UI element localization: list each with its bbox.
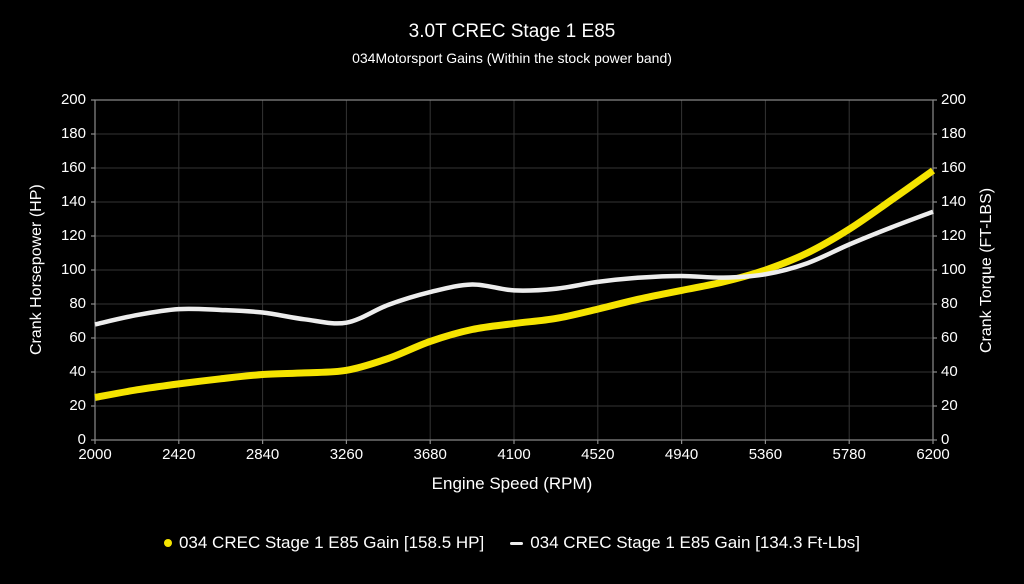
x-tick-label: 3680 — [413, 446, 447, 463]
x-tick-label: 2420 — [162, 446, 196, 463]
x-tick-label: 4100 — [497, 446, 531, 463]
y-tick-label-right: 180 — [941, 125, 967, 142]
y-tick-label-right: 120 — [941, 227, 967, 244]
y-tick-label-right: 40 — [941, 363, 958, 380]
x-tick-label: 5780 — [832, 446, 866, 463]
torque-gain-curve — [94, 209, 934, 327]
legend-label-torque: 034 CREC Stage 1 E85 Gain [134.3 Ft-Lbs] — [530, 533, 861, 552]
x-tick-label: 2000 — [78, 446, 112, 463]
hp-gain-curve — [94, 167, 936, 401]
y-axis-right-title: Crank Torque (FT-LBS) — [978, 187, 995, 353]
y-tick-label-right: 0 — [941, 431, 950, 448]
x-tick-label: 3260 — [329, 446, 364, 463]
x-tick-label: 6200 — [916, 446, 950, 463]
y-tick-label-left: 40 — [69, 363, 86, 380]
y-tick-label-left: 0 — [77, 431, 86, 448]
legend-item-torque: 034 CREC Stage 1 E85 Gain [134.3 Ft-Lbs] — [510, 533, 860, 553]
legend: 034 CREC Stage 1 E85 Gain [158.5 HP] 034… — [0, 533, 1024, 553]
y-tick-label-left: 60 — [69, 329, 86, 346]
y-tick-label-left: 80 — [69, 295, 86, 312]
chart-title: 3.0T CREC Stage 1 E85 — [408, 21, 616, 42]
y-tick-label-left: 200 — [60, 91, 86, 108]
y-tick-label-right: 140 — [941, 193, 967, 210]
legend-item-hp: 034 CREC Stage 1 E85 Gain [158.5 HP] — [163, 533, 485, 553]
legend-label-hp: 034 CREC Stage 1 E85 Gain [158.5 HP] — [178, 533, 485, 552]
y-axis-left-title: Crank Horsepower (HP) — [28, 184, 45, 356]
y-tick-label-right: 20 — [941, 397, 958, 414]
y-tick-label-right: 100 — [941, 261, 967, 278]
y-tick-label-left: 20 — [69, 397, 86, 414]
plot-area — [91, 99, 937, 444]
y-tick-label-left: 100 — [60, 261, 86, 278]
y-tick-label-right: 60 — [941, 329, 958, 346]
y-tick-label-right: 200 — [941, 91, 967, 108]
x-tick-label: 2840 — [245, 446, 280, 463]
y-tick-label-left: 120 — [60, 227, 86, 244]
x-tick-label: 4520 — [581, 446, 615, 463]
hp-series-dot-icon — [163, 539, 172, 547]
y-tick-label-left: 180 — [60, 125, 86, 142]
chart-subtitle: 034Motorsport Gains (Within the stock po… — [352, 50, 672, 66]
y-tick-label-right: 80 — [941, 295, 958, 312]
y-tick-label-left: 140 — [60, 193, 86, 210]
x-tick-label: 5360 — [748, 446, 783, 463]
torque-series-dash-icon — [510, 541, 524, 545]
x-tick-label: 4940 — [664, 446, 699, 463]
y-tick-label-right: 160 — [941, 159, 967, 176]
y-tick-label-left: 160 — [60, 159, 86, 176]
x-axis-title: Engine Speed (RPM) — [431, 474, 593, 493]
